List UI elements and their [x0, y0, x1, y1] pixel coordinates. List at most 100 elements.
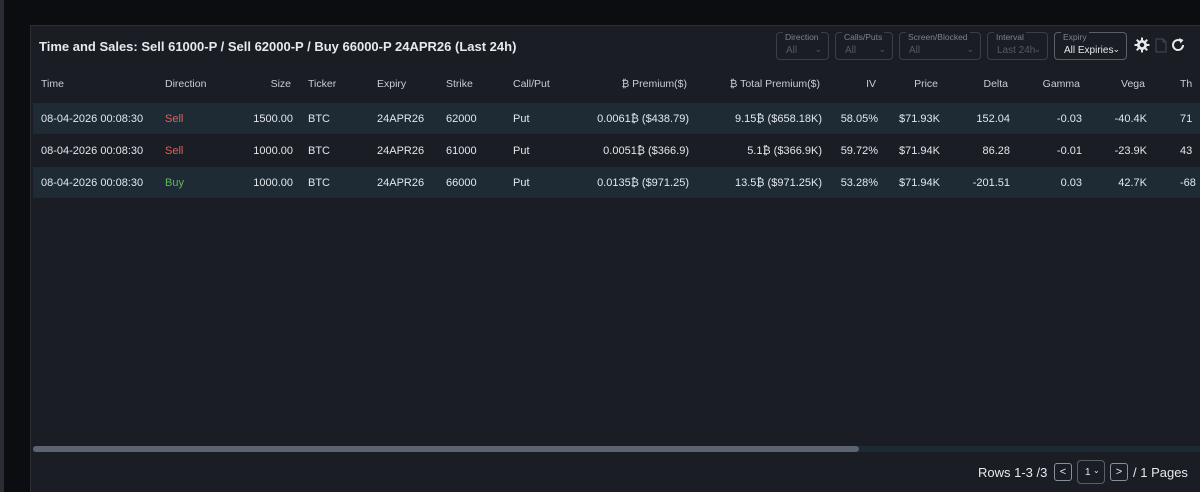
cell-vega: 42.7K: [1118, 177, 1147, 189]
scrollbar-thumb[interactable]: [33, 446, 859, 452]
cell-gamma: 0.03: [1060, 177, 1082, 189]
cell-direction: Buy: [165, 177, 184, 189]
cell-expiry: 24APR26: [377, 145, 425, 157]
screen-blocked-filter[interactable]: Screen/Blocked All ⌄: [899, 32, 981, 60]
cell-gamma: -0.03: [1056, 113, 1082, 125]
table-header: Time Direction Size Ticker Expiry Strike…: [31, 72, 1200, 98]
interval-filter-label: Interval: [994, 32, 1026, 42]
cell-strike: 62000: [446, 113, 477, 125]
panel-title: Time and Sales: Sell 61000-P / Sell 6200…: [39, 39, 517, 54]
panel-header: Time and Sales: Sell 61000-P / Sell 6200…: [31, 26, 1200, 66]
calls-puts-filter[interactable]: Calls/Puts All ⌄: [835, 32, 893, 60]
column-header-total-premium[interactable]: ₿ Total Premium($): [729, 78, 820, 90]
cell-total-premium: 5.1₿ ($366.9K): [747, 145, 822, 157]
direction-filter-value: All: [786, 45, 798, 56]
table-row[interactable]: 08-04-2026 00:08:30 Sell 1500.00 BTC 24A…: [33, 103, 1200, 134]
outer-frame-edge: [0, 0, 4, 492]
cell-gamma: -0.01: [1056, 145, 1082, 157]
column-header-delta[interactable]: Delta: [983, 78, 1008, 90]
column-header-price[interactable]: Price: [914, 78, 938, 90]
table-row[interactable]: 08-04-2026 00:08:30 Buy 1000.00 BTC 24AP…: [33, 167, 1200, 198]
cell-expiry: 24APR26: [377, 113, 425, 125]
cell-price: $71.94K: [899, 177, 940, 189]
column-header-strike[interactable]: Strike: [446, 78, 473, 90]
chevron-down-icon: ⌄: [966, 44, 974, 54]
chevron-down-icon: ⌄: [1093, 466, 1100, 475]
column-header-expiry[interactable]: Expiry: [377, 78, 407, 90]
column-header-theta[interactable]: Th: [1180, 78, 1193, 90]
cell-call-put: Put: [513, 145, 530, 157]
cell-call-put: Put: [513, 113, 530, 125]
next-page-button[interactable]: >: [1110, 463, 1128, 481]
cell-vega: -40.4K: [1114, 113, 1147, 125]
cell-size: 1500.00: [253, 113, 293, 125]
horizontal-scrollbar[interactable]: [33, 446, 1200, 452]
cell-delta: 152.04: [976, 113, 1010, 125]
cell-size: 1000.00: [253, 145, 293, 157]
interval-filter-value: Last 24h: [997, 45, 1036, 56]
cell-ticker: BTC: [308, 113, 330, 125]
cell-time: 08-04-2026 00:08:30: [41, 113, 144, 125]
cell-ticker: BTC: [308, 177, 330, 189]
column-header-premium[interactable]: ₿ Premium($): [621, 78, 687, 90]
cell-strike: 61000: [446, 145, 477, 157]
rows-count-label: Rows 1-3 /3: [978, 465, 1048, 480]
cell-premium: 0.0135₿ ($971.25): [597, 177, 689, 189]
chevron-down-icon: ⌄: [814, 44, 822, 54]
column-header-iv[interactable]: IV: [866, 78, 876, 90]
prev-page-button[interactable]: <: [1054, 463, 1072, 481]
chevron-left-icon: <: [1059, 466, 1067, 478]
page-select[interactable]: 1 ⌄: [1077, 460, 1105, 484]
cell-size: 1000.00: [253, 177, 293, 189]
cell-delta: -201.51: [972, 177, 1010, 189]
column-header-vega[interactable]: Vega: [1121, 78, 1145, 90]
cell-time: 08-04-2026 00:08:30: [41, 177, 144, 189]
chevron-down-icon: ⌄: [1112, 44, 1120, 54]
column-header-call-put[interactable]: Call/Put: [513, 78, 550, 90]
screen-blocked-filter-label: Screen/Blocked: [906, 32, 970, 42]
cell-iv: 59.72%: [840, 145, 878, 157]
cell-theta: 71: [1180, 113, 1193, 125]
cell-total-premium: 9.15₿ ($658.18K): [734, 113, 822, 125]
cell-premium: 0.0051₿ ($366.9): [603, 145, 689, 157]
gear-icon[interactable]: [1133, 36, 1151, 54]
expiry-filter[interactable]: Expiry All Expiries ⌄: [1054, 32, 1127, 60]
refresh-icon[interactable]: [1169, 36, 1187, 54]
direction-filter-label: Direction: [783, 32, 821, 42]
chevron-right-icon: >: [1115, 466, 1123, 478]
direction-filter[interactable]: Direction All ⌄: [776, 32, 829, 60]
column-header-size[interactable]: Size: [270, 78, 291, 90]
screen-blocked-filter-value: All: [909, 45, 921, 56]
cell-direction: Sell: [165, 113, 184, 125]
cell-theta: -68: [1180, 177, 1196, 189]
cell-vega: -23.9K: [1114, 145, 1147, 157]
table-row[interactable]: 08-04-2026 00:08:30 Sell 1000.00 BTC 24A…: [33, 135, 1200, 166]
expiry-filter-value: All Expiries: [1064, 45, 1114, 56]
chevron-down-icon: ⌄: [878, 44, 886, 54]
cell-delta: 86.28: [982, 145, 1010, 157]
interval-filter[interactable]: Interval Last 24h ⌄: [987, 32, 1048, 60]
cell-time: 08-04-2026 00:08:30: [41, 145, 144, 157]
chevron-down-icon: ⌄: [1033, 44, 1041, 54]
column-header-direction[interactable]: Direction: [165, 78, 207, 90]
expiry-filter-label: Expiry: [1061, 32, 1089, 42]
cell-price: $71.93K: [899, 113, 940, 125]
cell-premium: 0.0061₿ ($438.79): [597, 113, 689, 125]
file-icon[interactable]: [1152, 36, 1170, 54]
page-select-value: 1: [1085, 467, 1091, 478]
cell-iv: 53.28%: [840, 177, 878, 189]
pages-count-label: / 1 Pages: [1133, 465, 1188, 480]
calls-puts-filter-value: All: [845, 45, 857, 56]
cell-total-premium: 13.5₿ ($971.25K): [734, 177, 822, 189]
cell-price: $71.94K: [899, 145, 940, 157]
cell-call-put: Put: [513, 177, 530, 189]
cell-ticker: BTC: [308, 145, 330, 157]
cell-iv: 58.05%: [840, 113, 878, 125]
cell-direction: Sell: [165, 145, 184, 157]
calls-puts-filter-label: Calls/Puts: [842, 32, 885, 42]
cell-theta: 43: [1180, 145, 1193, 157]
column-header-time[interactable]: Time: [41, 78, 64, 90]
column-header-ticker[interactable]: Ticker: [308, 78, 337, 90]
time-and-sales-panel: Time and Sales: Sell 61000-P / Sell 6200…: [30, 25, 1200, 492]
column-header-gamma[interactable]: Gamma: [1042, 78, 1080, 90]
